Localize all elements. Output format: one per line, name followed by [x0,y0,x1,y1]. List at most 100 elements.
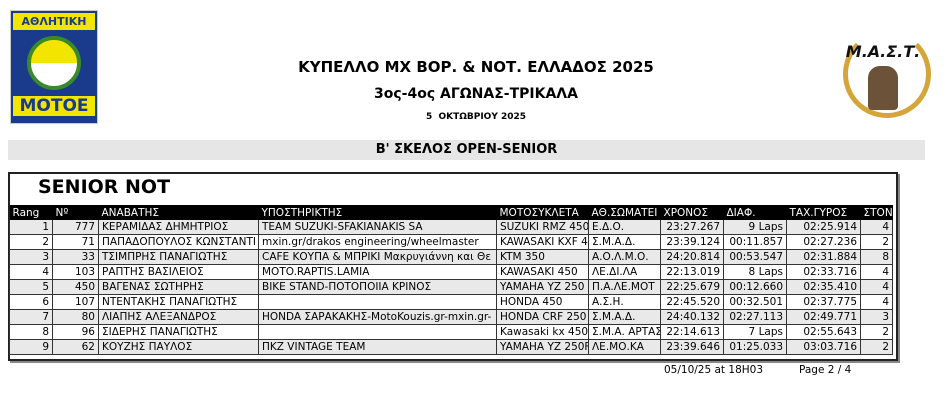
table-cell: 9 [9,339,53,355]
column-header: ΧΡΟΝΟΣ [660,205,724,220]
table-cell: 02:25.914 [786,220,861,235]
table-cell: Σ.Μ.Α. ΑΡΤΑΣ [588,324,661,340]
table-cell: ΛΙΑΠΗΣ ΑΛΕΞΑΝΔΡΟΣ [98,309,259,325]
table-cell: 8 Laps [723,264,787,280]
table-cell: 00:32.501 [723,294,787,310]
table-cell: ΛΕ.ΔΙ.ΛΑ [588,264,661,280]
table-row: 3 33 ΤΣΙΜΠΡΗΣ ΠΑΝΑΓΙΩΤΗΣ CAFE ΚΟΥΠΑ & ΜΠΡΙΚ… [9,249,893,265]
table-cell: Σ.Μ.Α.Δ. [588,234,661,250]
table-cell: ΒΑΓΕΝΑΣ ΣΩΤΗΡΗΣ [98,279,259,295]
table-cell: 22:14.613 [660,324,724,340]
table-cell: ΚΕΡΑΜΙΔΑΣ ΔΗΜΗΤΡΙΟΣ [98,220,259,235]
table-cell: 7 [9,309,53,325]
table-cell: MOTO.RAPTIS.LAMIA [258,264,497,280]
table-cell: 80 [52,309,99,325]
table-cell: Α.Ο.Λ.Μ.Ο. [588,249,661,265]
table-cell: 24:20.814 [660,249,724,265]
column-header: ΑΘ.ΣΩΜΑΤΕΙ [588,205,661,220]
table-cell: BIKE STAND-ΠΟΤΟΠΟΙΙΑ ΚΡΙΝΟΣ [258,279,497,295]
table-cell: YAMAHA YZ 250 [496,279,589,295]
table-cell: 22:45.520 [660,294,724,310]
column-header: Nº [52,205,99,220]
table-cell: 6 [9,294,53,310]
column-header: ΣΤΟΝ [860,205,893,220]
table-row: 5 450 ΒΑΓΕΝΑΣ ΣΩΤΗΡΗΣ BIKE STAND-ΠΟΤΟΠΟΙΙΑ … [9,279,893,295]
table-cell: 2 [860,234,893,250]
table-cell: 00:12.660 [723,279,787,295]
category-title: SENIOR NOT [38,176,171,198]
table-cell: 02:37.775 [786,294,861,310]
table-cell: 71 [52,234,99,250]
table-cell: KAWASAKI KXF 4 [496,234,589,250]
page-number: Page 2 / 4 [799,364,852,376]
mast-logo: Μ.Α.Σ.Τ. [838,24,931,118]
table-cell: 2 [860,324,893,340]
table-cell: ΠΚΖ VINTAGE TEAM [258,339,497,355]
table-cell: ΠΑΠΑΔΟΠΟΥΛΟΣ ΚΩΝΣΤΑΝΤΙ [98,234,259,250]
print-timestamp: 05/10/25 at 18H03 [664,364,764,376]
table-cell: 1 [9,220,53,235]
table-cell: YAMAHA YZ 250F [496,339,589,355]
table-cell: 62 [52,339,99,355]
table-cell: KAWASAKI 450 [496,264,589,280]
column-header: ΑΝΑΒΑΤΗΣ [98,205,259,220]
table-cell: ΚΟΥΖΗΣ ΠΑΥΛΟΣ [98,339,259,355]
table-cell [258,294,497,310]
table-cell: 02:27.113 [723,309,787,325]
table-cell: 4 [860,220,893,235]
table-row: 1 777 ΚΕΡΑΜΙΔΑΣ ΔΗΜΗΤΡΙΟΣ TEAM SUZUKI-SFAKI… [9,220,893,235]
table-cell: 02:49.771 [786,309,861,325]
event-subtitle: 3ος-4ος ΑΓΩΝΑΣ-ΤΡΙΚΑΛΑ [374,86,578,102]
table-cell: 7 Laps [723,324,787,340]
table-cell: SUZUKI RMZ 450 [496,220,589,235]
table-cell: 22:13.019 [660,264,724,280]
table-cell: 3 [860,309,893,325]
table-cell: HONDA 450 [496,294,589,310]
table-cell: 103 [52,264,99,280]
column-header: ΜΟΤΟΣΥΚΛΕΤΑ [496,205,589,220]
table-cell: 5 [9,279,53,295]
table-cell: 00:53.547 [723,249,787,265]
column-header: Rang [9,205,53,220]
table-cell: 107 [52,294,99,310]
table-cell: 24:40.132 [660,309,724,325]
table-cell: 23:27.267 [660,220,724,235]
table-cell: 2 [9,234,53,250]
table-cell: Kawasaki kx 450 [496,324,589,340]
table-cell: 777 [52,220,99,235]
table-cell [258,324,497,340]
table-cell: 9 Laps [723,220,787,235]
table-cell: 96 [52,324,99,340]
table-cell: Π.Α.ΛΕ.ΜΟΤ [588,279,661,295]
table-cell: Ε.Δ.Ο. [588,220,661,235]
table-row: 2 71 ΠΑΠΑΔΟΠΟΥΛΟΣ ΚΩΝΣΤΑΝΤΙ mxin.gr/drakos … [9,234,893,250]
event-date: 5 ΟΚΤΩΒΡΙΟΥ 2025 [425,112,527,122]
table-row: 8 96 ΣΙΔΕΡΗΣ ΠΑΝΑΓΙΩΤΗΣ Kawasaki kx 450 Σ.Μ.… [9,324,893,340]
table-cell: HONDA CRF 250 [496,309,589,325]
table-row: 4 103 ΡΑΠΤΗΣ ΒΑΣΙΛΕΙΟΣ MOTO.RAPTIS.LAMIA KAW… [9,264,893,280]
table-cell: 4 [9,264,53,280]
table-cell: 23:39.646 [660,339,724,355]
column-header: ΔΙΑΦ. [723,205,787,220]
table-cell: 4 [860,294,893,310]
table-cell: ΤΣΙΜΠΡΗΣ ΠΑΝΑΓΙΩΤΗΣ [98,249,259,265]
section-title: Β' ΣΚΕΛΟΣ OPEN-SENIOR [8,140,925,160]
table-cell: 02:35.410 [786,279,861,295]
table-cell: 8 [860,249,893,265]
table-cell: TEAM SUZUKI-SFAKIANAKIS SA [258,220,497,235]
table-cell: 00:11.857 [723,234,787,250]
table-cell: ΝΤΕΝΤΑΚΗΣ ΠΑΝΑΓΙΩΤΗΣ [98,294,259,310]
table-cell: 23:39.124 [660,234,724,250]
table-cell: Α.Σ.Η. [588,294,661,310]
table-cell: 02:31.884 [786,249,861,265]
table-row: 6 107 ΝΤΕΝΤΑΚΗΣ ΠΑΝΑΓΙΩΤΗΣ HONDA 450 Α.Σ.Η. 2… [9,294,893,310]
table-cell: 01:25.033 [723,339,787,355]
table-cell: 8 [9,324,53,340]
table-cell: 3 [9,249,53,265]
table-cell: KTM 350 [496,249,589,265]
table-cell: 22:25.679 [660,279,724,295]
table-cell: 4 [860,279,893,295]
table-row: 9 62 ΚΟΥΖΗΣ ΠΑΥΛΟΣ ΠΚΖ VINTAGE TEAM YAMAHA Y… [9,339,893,355]
table-cell: 33 [52,249,99,265]
table-cell: ΛΕ.ΜΟ.ΚΑ [588,339,661,355]
